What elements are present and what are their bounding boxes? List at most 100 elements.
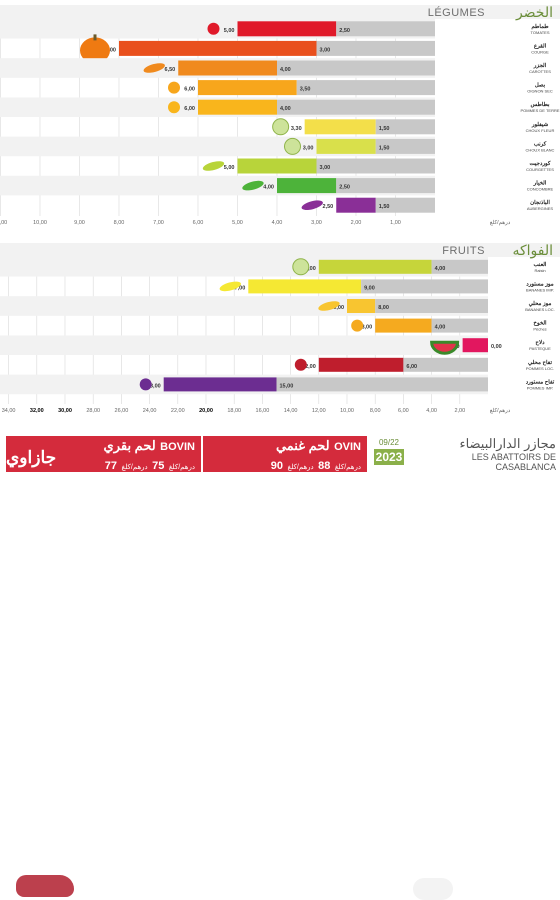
pumpkin-icon-body <box>80 37 110 64</box>
axis-tick-label: 18,00 <box>227 408 241 414</box>
wholesale-bar <box>336 21 435 37</box>
wholesale-value-label: 1,50 <box>379 145 390 151</box>
cauliflower-icon-body <box>272 118 290 136</box>
wholesale-bar <box>431 318 488 333</box>
retail-bar <box>198 80 297 96</box>
watermelon-icon <box>430 340 460 355</box>
abattoirs-title-ar: مجازر الدارالبيضاء <box>459 436 556 451</box>
category-label-ar: الخيار <box>533 180 547 187</box>
cabbage-icon <box>284 137 301 155</box>
retail-bar <box>119 40 317 56</box>
date-day-month: 09/22 <box>378 438 400 447</box>
cow-icon <box>16 875 74 897</box>
retail-bar <box>304 119 376 135</box>
category-label-fr: AUBERGINES <box>527 206 554 211</box>
wholesale-bar <box>277 60 435 76</box>
category-label-fr: COURGE <box>531 49 549 54</box>
wholesale-bar <box>375 299 488 313</box>
retail-bar <box>198 99 277 115</box>
retail-bar <box>163 377 277 392</box>
category-label-fr: PASTEQUE <box>529 346 551 351</box>
axis-unit-label: درهم/كلغ <box>490 219 511 226</box>
zucchini-icon <box>202 161 225 171</box>
retail-value-label: 5,00 <box>224 165 235 171</box>
ovin-title-fr: OVIN <box>334 441 361 453</box>
category-label-ar: العنب <box>534 261 547 268</box>
category-label-fr: CHOUX FLEUR <box>526 128 555 133</box>
tomato-icon <box>207 22 220 35</box>
wholesale-value-label: 3,00 <box>320 165 331 171</box>
wholesale-bar <box>296 80 435 96</box>
axis-unit-label: درهم/كلغ <box>490 407 511 414</box>
green-apple-icon-body <box>139 378 152 391</box>
category-label-ar: الخوخ <box>533 320 547 327</box>
retail-bar <box>375 318 432 333</box>
wholesale-bar <box>276 377 488 392</box>
category-label-ar: موز محلي <box>529 300 552 307</box>
retail-bar <box>462 338 488 353</box>
category-label-ar: تفاح مستورد <box>526 378 555 385</box>
wholesale-value-label: 8,00 <box>378 305 389 311</box>
category-label-ar: الجزر <box>533 62 547 69</box>
category-label-ar: تفاح محلي <box>528 359 552 366</box>
ovin-title-ar: لحم غنمي <box>275 438 330 453</box>
ovin-panel: لحم غنمي OVIN 90 درهم/كلغ 88 درهم/كلغ <box>203 436 453 900</box>
retail-value-label: 4,00 <box>263 185 274 191</box>
chart-title-ar: الفواكه <box>512 242 553 259</box>
category-label-ar: دلاح <box>535 339 545 346</box>
potato-icon <box>168 101 180 114</box>
grapes-icon-body <box>292 258 310 276</box>
cucumber-icon <box>242 180 264 191</box>
wholesale-value-label: 4,00 <box>435 325 446 331</box>
red-apple-icon <box>294 358 307 371</box>
axis-tick-label: 8,00 <box>114 220 125 226</box>
ovin-price-unit: درهم/كلغ <box>334 464 361 471</box>
axis-tick-label: 5,00 <box>232 220 243 226</box>
axis-tick-label: 24,00 <box>143 408 157 414</box>
retail-value-label: 2,50 <box>323 204 334 210</box>
wholesale-bar <box>336 178 435 194</box>
tomato-icon-body <box>207 22 220 35</box>
wholesale-value-label: 4,00 <box>435 266 446 272</box>
eggplant-icon-body <box>301 200 323 210</box>
wholesale-value-label: 6,00 <box>406 364 417 370</box>
axis-tick-label: 2,00 <box>454 408 465 414</box>
bovin-title-fr: BOVIN <box>160 441 195 453</box>
axis-tick-label: 10,00 <box>340 408 354 414</box>
onion-icon <box>168 81 180 94</box>
row-band <box>0 335 488 355</box>
category-label-ar: القرع <box>534 42 547 49</box>
wholesale-value-label: 15,00 <box>280 383 294 389</box>
category-label-ar: موز مستورد <box>526 281 553 287</box>
chart-header-band <box>0 5 560 19</box>
retail-bar <box>316 138 376 154</box>
retail-value-label: 5,00 <box>224 28 235 34</box>
retail-bar <box>318 357 404 372</box>
wholesale-value-label: 2,50 <box>339 28 350 34</box>
wholesale-bar <box>316 40 435 56</box>
banana-icon-body <box>318 301 340 311</box>
pumpkin-icon-stem <box>93 34 97 41</box>
bananas-icon-body <box>219 281 241 292</box>
retail-bar <box>336 197 376 213</box>
ovin-price-unit: درهم/كلغ <box>287 464 314 471</box>
chart-header-band <box>0 243 560 257</box>
cabbage-icon-body <box>284 137 301 155</box>
wholesale-value-label: 2,50 <box>339 185 350 191</box>
retail-bar <box>178 60 277 76</box>
carrot-icon <box>143 63 165 73</box>
category-label-ar: الباذنجان <box>530 199 550 206</box>
category-label-fr: BANANES LOC. <box>525 307 555 312</box>
category-label-fr: POMMES DE TERRE <box>520 108 559 113</box>
retail-bar <box>318 259 432 274</box>
wholesale-bar <box>316 158 435 174</box>
grapes-icon <box>292 258 310 276</box>
sheep-icon <box>413 878 453 900</box>
category-label-fr: TOMATES <box>531 30 550 35</box>
retail-bar <box>237 21 337 37</box>
wholesale-value-label: 3,00 <box>320 47 331 53</box>
axis-tick-label: 20,00 <box>199 408 213 414</box>
axis-tick-label: 2,00 <box>351 220 362 226</box>
retail-bar <box>277 178 337 194</box>
